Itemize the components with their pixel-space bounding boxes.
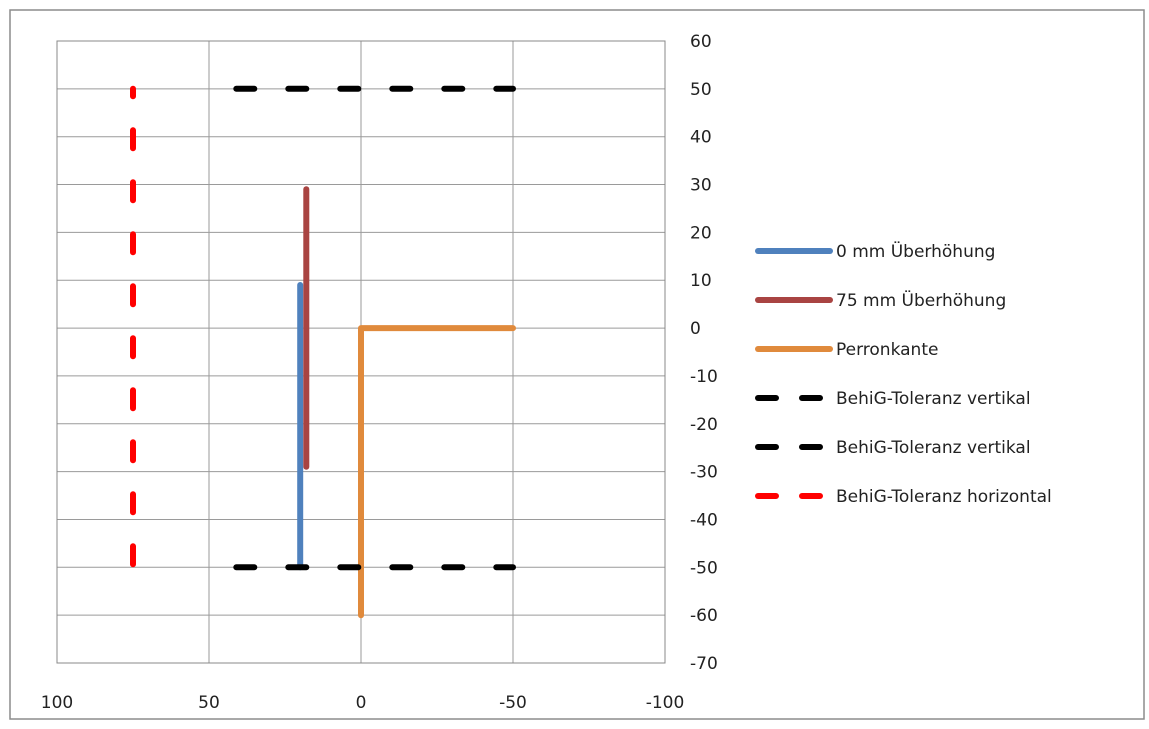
y-tick-label: 60	[690, 32, 712, 52]
x-tick-label: -100	[646, 693, 685, 713]
legend-label: BehiG-Toleranz vertikal	[836, 438, 1031, 458]
legend-label: BehiG-Toleranz horizontal	[836, 487, 1052, 507]
y-tick-label: -40	[690, 510, 718, 530]
y-tick-label: -50	[690, 558, 718, 578]
y-tick-labels: 60 50 40 30 20 10 0 -10 -20 -30 -40 -50 -60 -70	[690, 32, 718, 674]
series-line-2	[358, 325, 516, 619]
legend-label: BehiG-Toleranz vertikal	[836, 389, 1031, 409]
legend-item: BehiG-Toleranz horizontal	[755, 487, 1052, 507]
legend-item: 0 mm Überhöhung	[755, 240, 995, 262]
y-tick-label: 50	[690, 80, 712, 100]
legend-item: Perronkante	[755, 340, 938, 360]
y-tick-label: 40	[690, 128, 712, 148]
legend-item: BehiG-Toleranz vertikal	[755, 389, 1031, 409]
y-tick-label: 30	[690, 176, 712, 196]
y-tick-label: 20	[690, 223, 712, 243]
x-tick-label: 0	[356, 693, 367, 713]
y-tick-label: -10	[690, 367, 718, 387]
y-tick-label: -60	[690, 606, 718, 626]
x-tick-labels: 100 50 0 -50 -100	[41, 693, 685, 713]
y-tick-label: -70	[690, 654, 718, 674]
y-tick-label: -30	[690, 463, 718, 483]
series-layer	[130, 85, 516, 619]
legend-item: 75 mm Überhöhung	[755, 289, 1006, 311]
y-tick-label: -20	[690, 415, 718, 435]
legend-label: 75 mm Überhöhung	[836, 289, 1006, 311]
x-tick-label: -50	[499, 693, 527, 713]
y-tick-label: 10	[690, 271, 712, 291]
chart-border	[9, 9, 1145, 720]
legend-label: Perronkante	[836, 340, 938, 360]
plot-area	[56, 40, 666, 664]
x-tick-label: 100	[41, 693, 73, 713]
legend: 0 mm Überhöhung 75 mm Überhöhung Perronkan…	[755, 240, 1052, 507]
x-tick-label: 50	[198, 693, 220, 713]
legend-label: 0 mm Überhöhung	[836, 240, 995, 262]
y-tick-label: 0	[690, 319, 701, 339]
legend-item: BehiG-Toleranz vertikal	[755, 438, 1031, 458]
